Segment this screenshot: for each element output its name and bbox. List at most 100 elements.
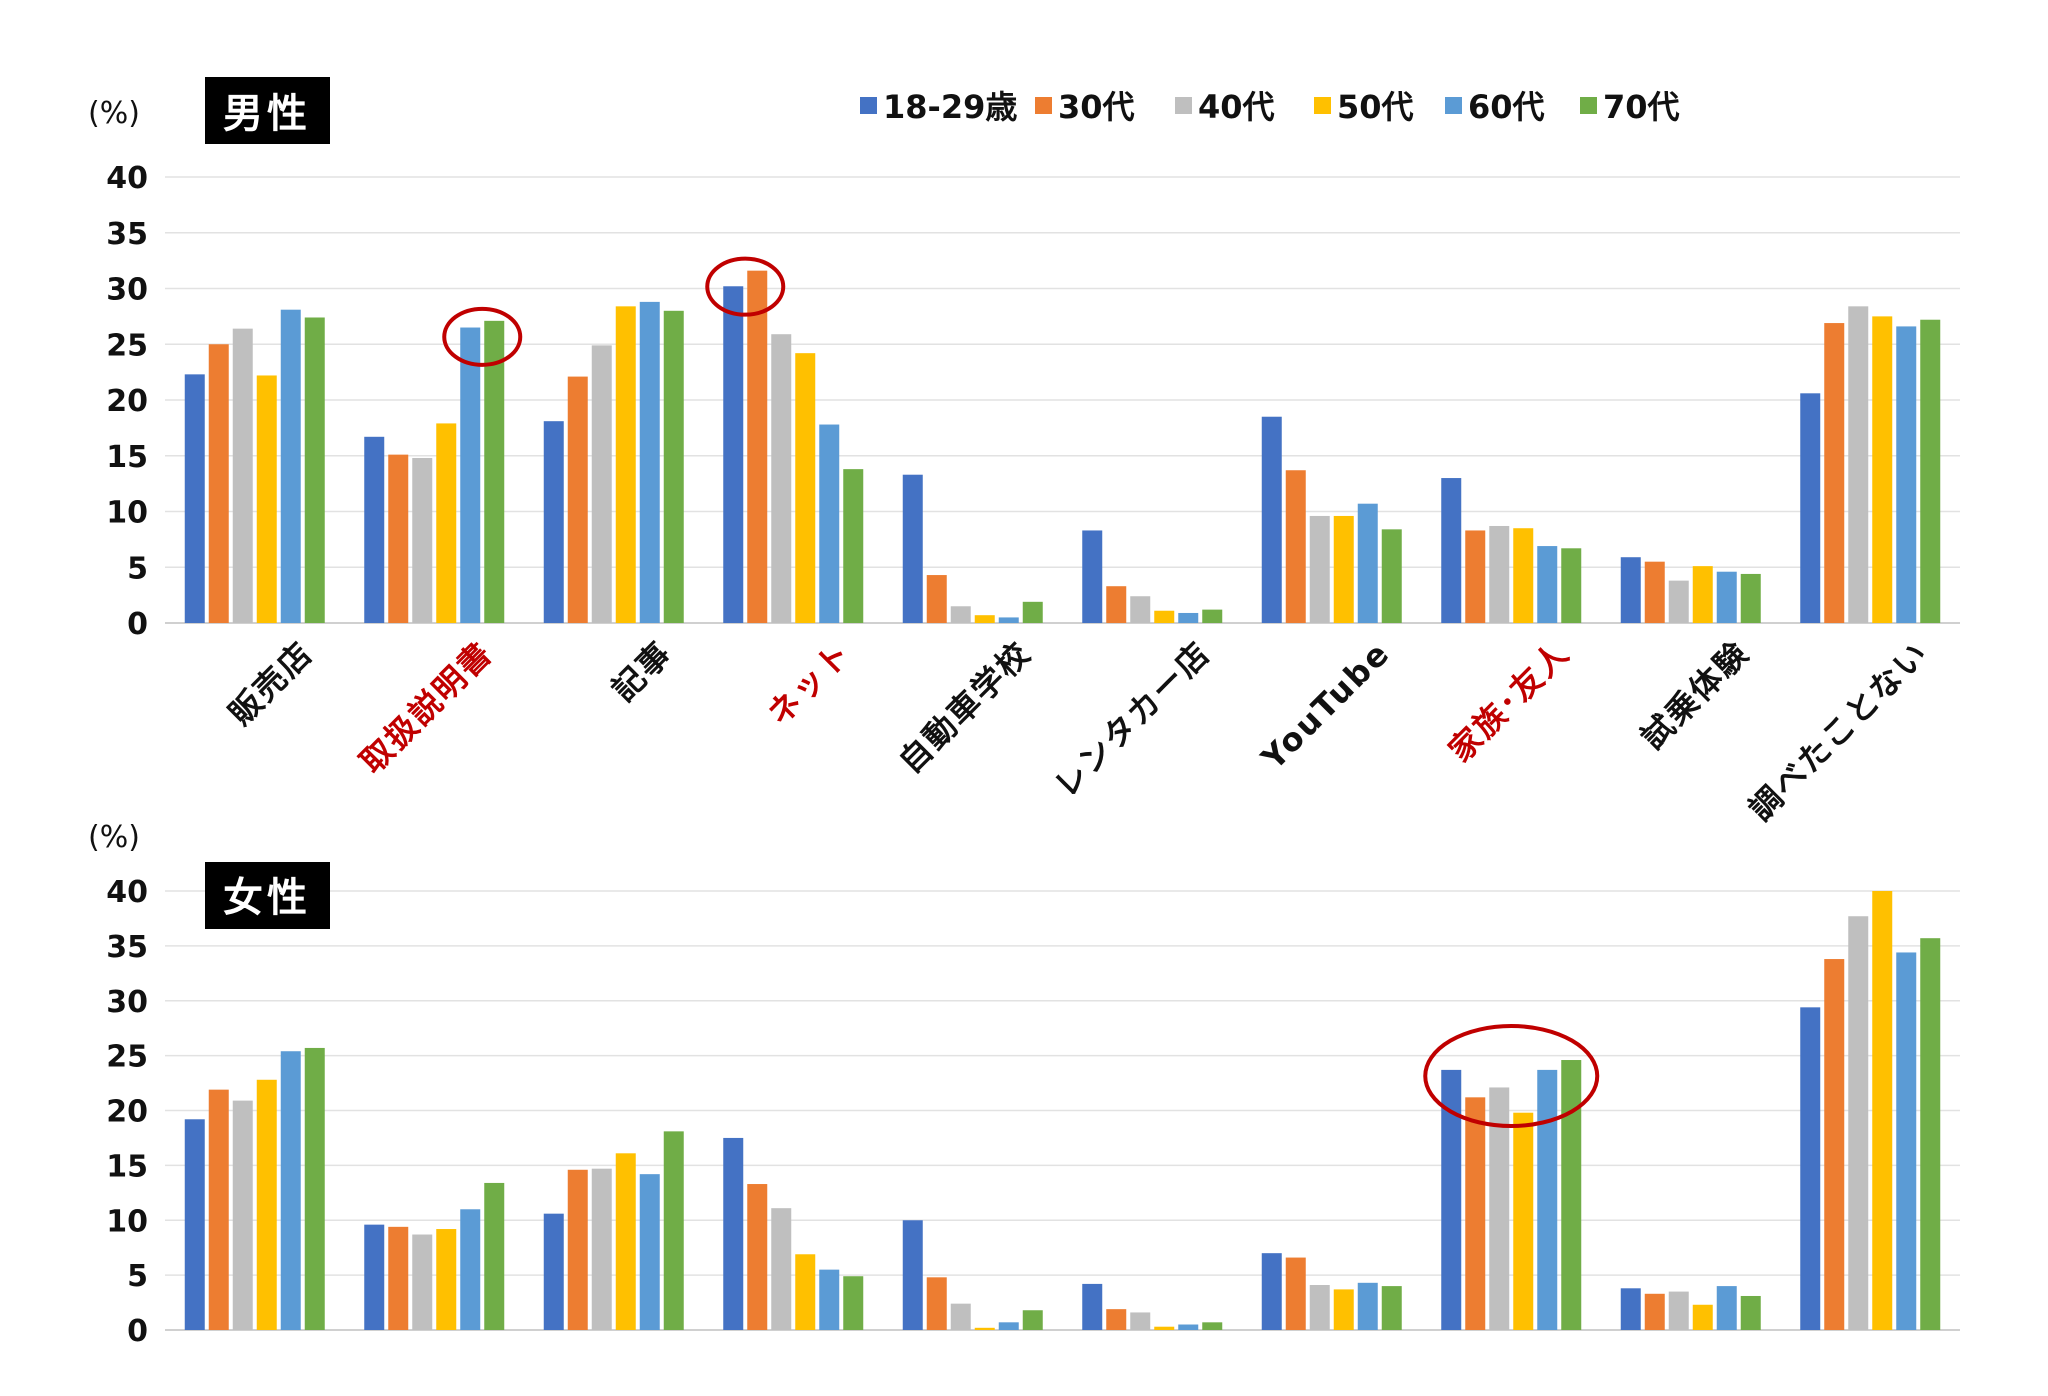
bar	[208, 1089, 229, 1330]
bar	[1022, 1310, 1043, 1330]
category-label: 自動車学校	[891, 634, 1038, 781]
bar	[1441, 478, 1462, 623]
bar	[1513, 528, 1534, 623]
bar	[1561, 1060, 1582, 1330]
bar	[1261, 416, 1282, 623]
bar	[280, 309, 301, 623]
bar	[1740, 573, 1761, 623]
legend-label: 18-29歳	[883, 88, 1017, 126]
y-unit-label: (%)	[88, 820, 140, 855]
bar	[1285, 470, 1306, 623]
bar	[1082, 1283, 1103, 1330]
chart-title-box	[205, 77, 330, 144]
y-tick-label: 5	[127, 1259, 148, 1294]
bar	[1154, 610, 1175, 623]
chart-title-box	[205, 862, 330, 929]
bar	[1537, 1069, 1558, 1330]
bar	[1644, 561, 1665, 623]
bar	[388, 1226, 409, 1330]
bar	[1896, 952, 1917, 1330]
category-label: ネット	[760, 634, 859, 733]
bar	[1489, 1087, 1510, 1330]
y-tick-label: 15	[106, 440, 148, 475]
bar	[1465, 530, 1486, 623]
bar	[1309, 1285, 1330, 1330]
bar	[819, 424, 840, 623]
bar	[1130, 596, 1151, 623]
bar	[1357, 1282, 1378, 1330]
y-tick-label: 5	[127, 551, 148, 586]
bar	[747, 1184, 768, 1330]
bar	[591, 345, 612, 623]
chart-title: 女性	[223, 875, 311, 921]
highlight-ellipse	[705, 256, 786, 317]
y-tick-label: 30	[106, 273, 148, 308]
bar	[484, 320, 505, 623]
bar	[663, 1131, 684, 1330]
bar	[1381, 529, 1402, 623]
bar	[1692, 566, 1713, 623]
bar	[902, 474, 923, 623]
bar	[1202, 1322, 1223, 1330]
y-tick-label: 15	[106, 1149, 148, 1184]
category-label: YouTube	[1253, 634, 1397, 778]
y-tick-label: 10	[106, 1204, 148, 1239]
bar	[1022, 601, 1043, 623]
bar	[1309, 515, 1330, 623]
bar	[208, 344, 229, 623]
bar	[795, 353, 816, 623]
bar	[926, 575, 947, 623]
bar	[950, 1303, 971, 1330]
legend-swatch	[1175, 97, 1192, 114]
legend: 18-29歳 30代 40代 50代 60代 70代	[860, 88, 1680, 126]
bar	[1441, 1069, 1462, 1330]
legend-swatch	[860, 97, 877, 114]
y-tick-label: 10	[106, 496, 148, 531]
bar	[256, 1079, 277, 1330]
bar	[1106, 586, 1127, 623]
bar	[543, 421, 564, 623]
y-tick-label: 25	[106, 1040, 148, 1075]
bar	[543, 1213, 564, 1330]
bar	[1130, 1312, 1151, 1330]
bar	[1381, 1286, 1402, 1330]
bar	[1261, 1253, 1282, 1330]
category-label: 記事	[604, 634, 679, 709]
highlight-ellipse	[1423, 1024, 1600, 1129]
bar	[412, 457, 433, 623]
bar	[1740, 1295, 1761, 1330]
bar	[1333, 1289, 1354, 1330]
bar	[1668, 1291, 1689, 1330]
bar	[1668, 580, 1689, 623]
highlight-ellipse	[442, 306, 523, 367]
category-label: レンタカー店	[1047, 634, 1218, 805]
y-unit-label: (%)	[88, 96, 140, 131]
bar	[1716, 571, 1737, 623]
legend-label: 40代	[1198, 88, 1275, 126]
category-label: 調べたことない	[1741, 634, 1935, 828]
y-tick-label: 0	[127, 1314, 148, 1349]
y-tick-label: 35	[106, 930, 148, 965]
bar	[1202, 609, 1223, 623]
bar	[1537, 546, 1558, 623]
bar	[184, 1119, 205, 1330]
bar	[723, 286, 744, 623]
bar	[819, 1269, 840, 1330]
bar	[232, 328, 253, 623]
bar	[1178, 612, 1199, 623]
bar	[256, 375, 277, 623]
bar	[1489, 525, 1510, 623]
bar	[1561, 548, 1582, 623]
y-tick-label: 20	[106, 384, 148, 419]
bar	[1620, 1288, 1641, 1330]
legend-label: 50代	[1337, 88, 1414, 126]
bar	[843, 469, 864, 623]
bar	[663, 310, 684, 623]
y-tick-label: 30	[106, 985, 148, 1020]
bar	[591, 1168, 612, 1330]
bar	[926, 1277, 947, 1330]
legend-swatch	[1314, 97, 1331, 114]
legend-label: 30代	[1058, 88, 1135, 126]
bar	[1465, 1097, 1486, 1330]
bar	[974, 615, 995, 623]
